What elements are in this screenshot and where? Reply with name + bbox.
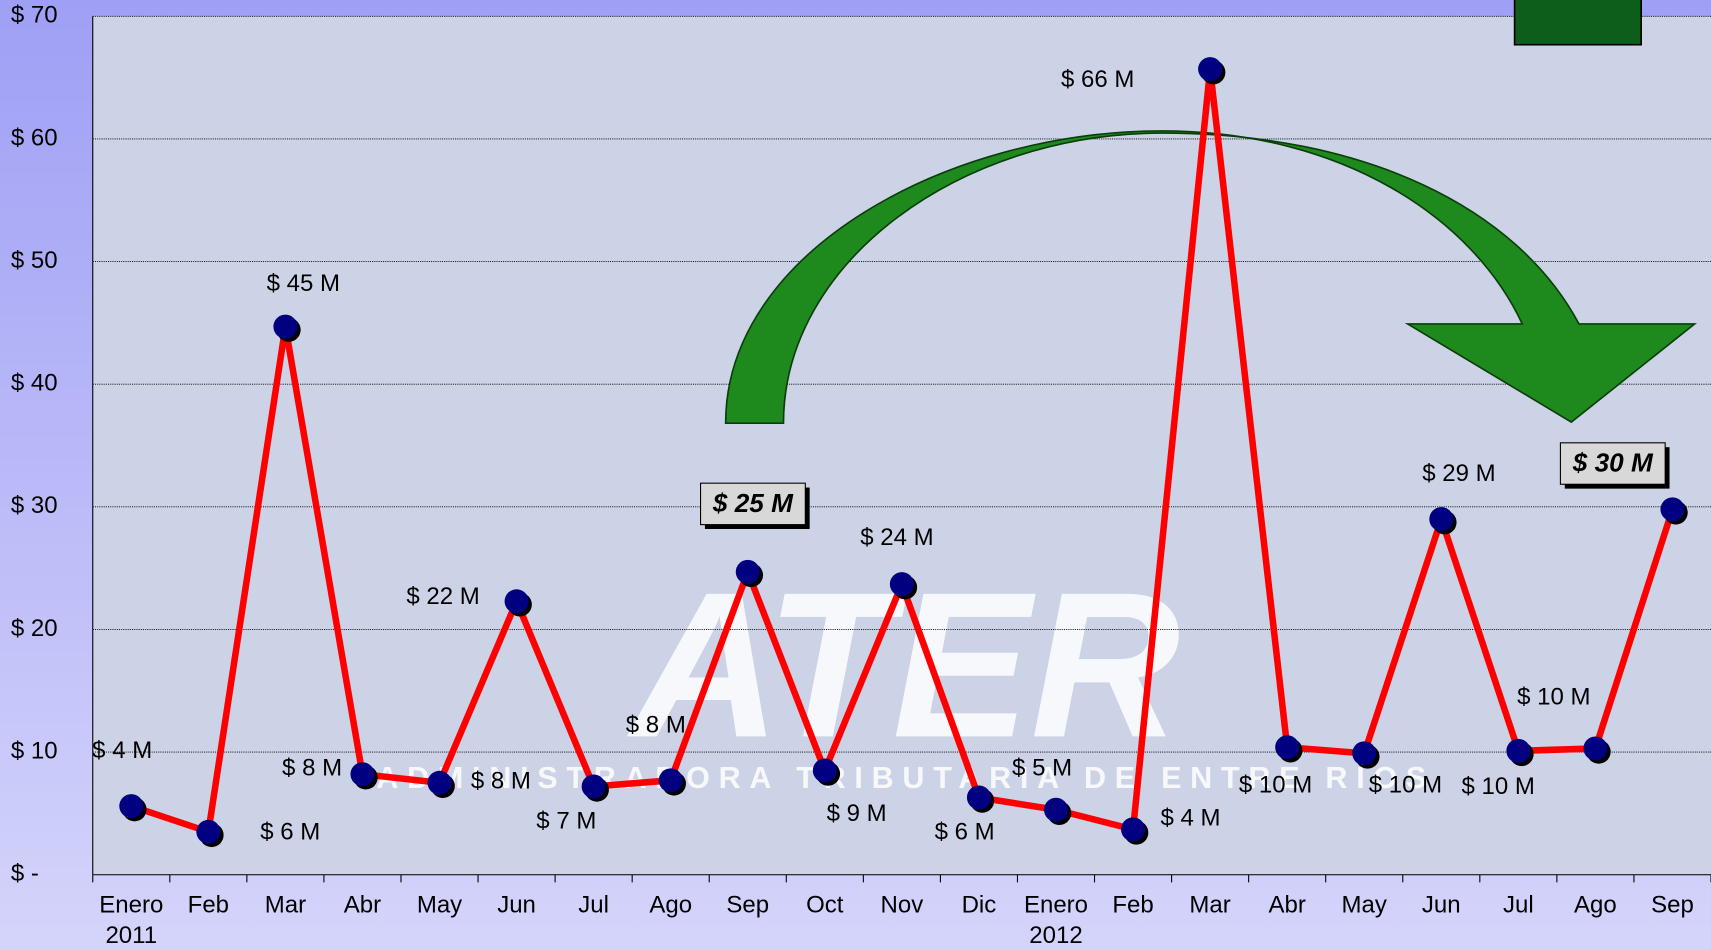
data-label: $ 5 M xyxy=(1012,754,1072,781)
y-tick-label: $ 60 xyxy=(11,124,58,151)
data-label: $ 29 M xyxy=(1422,460,1495,487)
marker xyxy=(889,572,914,597)
marker xyxy=(273,314,298,339)
data-label: $ 8 M xyxy=(471,767,531,794)
marker xyxy=(1043,797,1068,822)
data-label: $ 7 M xyxy=(536,808,596,835)
x-tick-label: Mar xyxy=(1189,892,1230,919)
data-label: $ 4 M xyxy=(92,737,152,764)
data-label: $ 10 M xyxy=(1369,772,1442,799)
data-label: $ 10 M xyxy=(1462,773,1535,800)
data-label: $ 6 M xyxy=(260,819,320,846)
x-tick-label: Nov xyxy=(881,892,924,919)
marker xyxy=(1506,738,1531,763)
data-label: $ 66 M xyxy=(1061,66,1134,93)
marker xyxy=(966,785,991,810)
data-label-highlight: $ 25 M xyxy=(712,488,794,518)
y-tick-label: $ 50 xyxy=(11,247,58,274)
x-tick-label: Abr xyxy=(344,892,381,919)
data-label: $ 24 M xyxy=(860,524,933,551)
x-tick-label: May xyxy=(417,892,462,919)
marker xyxy=(350,762,375,787)
y-tick-label: $ 70 xyxy=(11,2,58,29)
x-tick-label: Feb xyxy=(1112,892,1153,919)
marker xyxy=(1429,507,1454,532)
y-tick-label: $ - xyxy=(11,860,39,887)
x-tick-label: Jun xyxy=(497,892,536,919)
marker xyxy=(1121,817,1146,842)
marker xyxy=(1352,741,1377,766)
marker xyxy=(1583,736,1608,761)
x-tick-label: Jul xyxy=(578,892,609,919)
marker xyxy=(735,559,760,584)
x-tick-label: Jun xyxy=(1422,892,1461,919)
data-label: $ 9 M xyxy=(827,800,887,827)
annotation-box xyxy=(700,482,806,526)
marker xyxy=(1660,497,1685,522)
marker xyxy=(427,770,452,795)
marker xyxy=(504,589,529,614)
x-tick-label: Enero 2012 xyxy=(1024,892,1088,950)
plot-area xyxy=(92,16,1711,875)
y-tick-label: $ 20 xyxy=(11,615,58,642)
data-label: $ 45 M xyxy=(267,270,340,297)
marker xyxy=(1198,57,1223,82)
decorative-arrow xyxy=(724,130,1697,425)
marker xyxy=(812,758,837,783)
x-tick-label: Sep xyxy=(726,892,769,919)
decorative-box xyxy=(1513,0,1642,46)
x-tick-label: Oct xyxy=(806,892,844,919)
marker xyxy=(658,768,683,793)
x-tick-label: Feb xyxy=(188,892,229,919)
data-label: $ 10 M xyxy=(1239,772,1312,799)
data-label: $ 8 M xyxy=(282,754,342,781)
x-tick-label: Enero 2011 xyxy=(99,892,163,950)
series xyxy=(119,57,1688,848)
data-label: $ 4 M xyxy=(1160,804,1220,831)
data-label: $ 22 M xyxy=(406,583,479,610)
x-tick-label: Jul xyxy=(1503,892,1534,919)
data-label-highlight: $ 30 M xyxy=(1572,448,1654,478)
data-label: $ 10 M xyxy=(1517,683,1590,710)
x-tick-label: Dic xyxy=(962,892,997,919)
marker xyxy=(196,819,221,844)
watermark-subtitle: ADMINISTRADORA TRIBUTARIA DE ENTRE RIOS xyxy=(376,761,1435,795)
marker xyxy=(581,774,606,799)
x-tick-label: Ago xyxy=(649,892,692,919)
x-tick-label: Ago xyxy=(1574,892,1617,919)
x-tick-label: Sep xyxy=(1651,892,1694,919)
x-tick-label: Abr xyxy=(1268,892,1305,919)
data-label: $ 8 M xyxy=(626,712,686,739)
y-tick-label: $ 40 xyxy=(11,370,58,397)
watermark-group: ATER ADMINISTRADORA TRIBUTARIA DE ENTRE … xyxy=(376,548,1435,795)
x-tick-label: Mar xyxy=(265,892,306,919)
marker xyxy=(1275,735,1300,760)
x-tick-label: May xyxy=(1342,892,1387,919)
grid xyxy=(92,15,1711,883)
y-tick-label: $ 30 xyxy=(11,492,58,519)
annotation-box xyxy=(1559,442,1666,485)
y-tick-label: $ 10 xyxy=(11,737,58,764)
data-label: $ 6 M xyxy=(935,819,995,846)
marker xyxy=(119,794,144,819)
